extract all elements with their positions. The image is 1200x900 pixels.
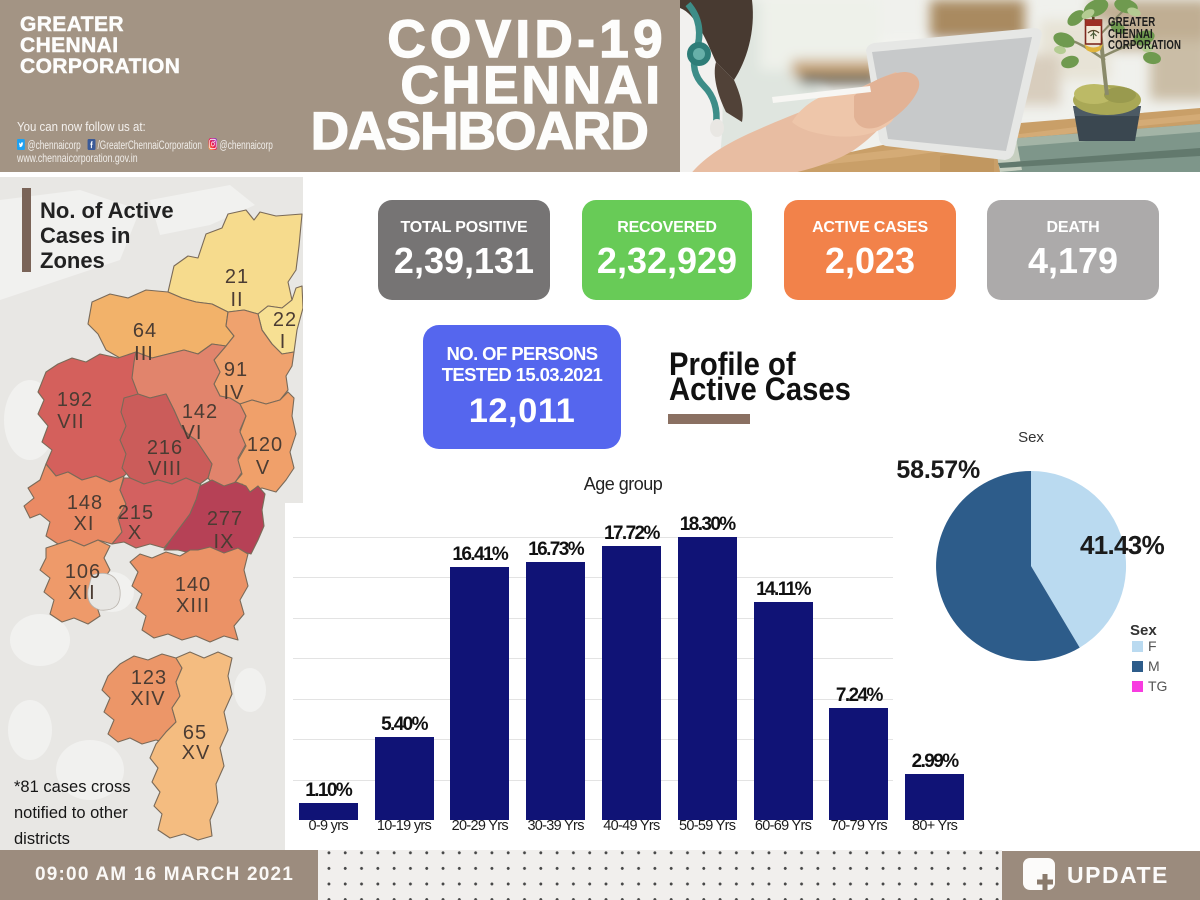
svg-text:140: 140 [175,574,211,596]
svg-text:VIII: VIII [148,458,182,480]
svg-text:21: 21 [225,266,249,288]
svg-text:XV: XV [182,742,211,764]
svg-text:148: 148 [67,492,103,514]
svg-text:I: I [280,331,287,353]
svg-text:XII: XII [68,582,95,604]
svg-text:215: 215 [118,502,154,524]
svg-text:106: 106 [65,561,101,583]
svg-text:XIII: XIII [176,595,210,617]
svg-text:65: 65 [183,722,207,744]
svg-text:II: II [230,289,243,311]
svg-text:III: III [134,343,154,365]
svg-text:IV: IV [224,382,245,404]
svg-text:216: 216 [147,437,183,459]
svg-text:64: 64 [133,320,157,342]
svg-text:192: 192 [57,389,93,411]
svg-text:22: 22 [273,309,297,331]
svg-text:277: 277 [207,508,243,530]
svg-text:V: V [256,457,270,479]
svg-text:123: 123 [131,667,167,689]
svg-text:IX: IX [214,531,235,553]
svg-text:XIV: XIV [130,688,165,710]
svg-text:VII: VII [57,411,84,433]
svg-text:120: 120 [247,434,283,456]
svg-text:91: 91 [224,359,248,381]
svg-text:142: 142 [182,401,218,423]
svg-text:X: X [128,522,142,544]
svg-text:VI: VI [182,422,203,444]
svg-text:XI: XI [74,513,95,535]
